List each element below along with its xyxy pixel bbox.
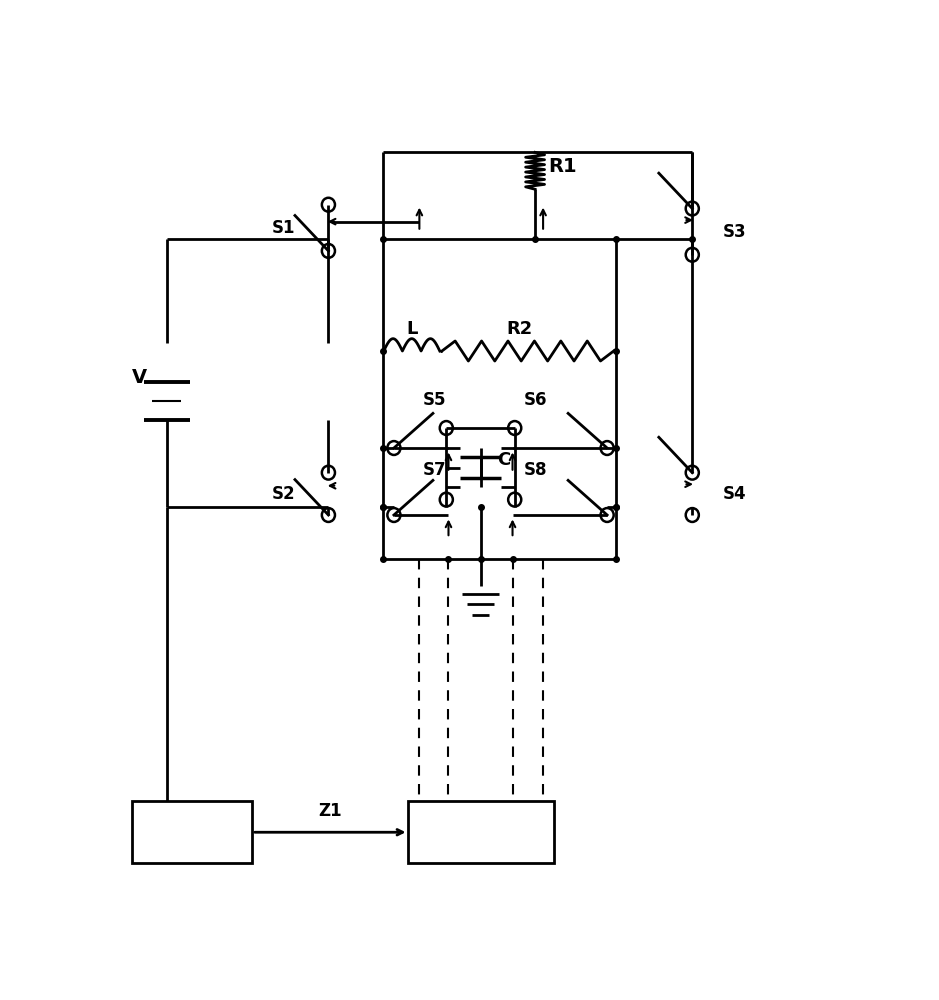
Text: 信号源: 信号源 <box>173 822 210 842</box>
Text: R1: R1 <box>548 157 577 176</box>
Text: S1: S1 <box>272 219 296 237</box>
Text: S8: S8 <box>523 461 546 479</box>
Text: Z1: Z1 <box>318 802 342 820</box>
Text: S3: S3 <box>723 223 747 241</box>
Text: C: C <box>497 451 511 469</box>
Text: 开关控制部分: 开关控制部分 <box>444 822 518 842</box>
Text: S2: S2 <box>272 485 296 503</box>
Bar <box>408 801 554 863</box>
Text: S5: S5 <box>423 391 447 409</box>
Text: R2: R2 <box>506 320 532 338</box>
Text: V: V <box>131 368 146 387</box>
Text: S6: S6 <box>523 391 546 409</box>
Text: L: L <box>406 320 418 338</box>
Text: S7: S7 <box>423 461 447 479</box>
Bar <box>131 801 252 863</box>
Text: S4: S4 <box>723 485 747 503</box>
